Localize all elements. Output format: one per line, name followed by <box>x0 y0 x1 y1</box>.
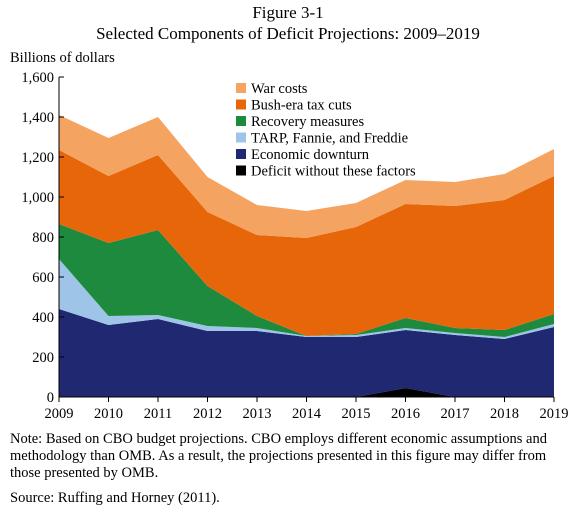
axes-group: 0 200 400 600 800 1,000 1,200 1,400 1,600 2009 201… <box>21 70 568 422</box>
figure-title: Selected Components of Deficit Projectio… <box>96 24 480 43</box>
area-war-costs <box>59 115 554 238</box>
y-tick-label: 200 <box>32 350 54 366</box>
legend-label-deficit-without-these-factors: Deficit without these factors <box>251 164 416 180</box>
x-tick-label: 2017 <box>441 406 470 422</box>
y-tick-label: 1,000 <box>21 190 54 206</box>
x-tick-label: 2012 <box>193 406 222 422</box>
figure-number: Figure 3-1 <box>252 3 324 22</box>
x-tick-label: 2013 <box>243 406 272 422</box>
figure-note: Note: Based on CBO budget projections. C… <box>10 431 547 481</box>
legend-label-bush-era-tax-cuts: Bush-era tax cuts <box>251 98 352 114</box>
y-tick-label: 1,400 <box>21 110 54 126</box>
x-tick-label: 2009 <box>45 406 74 422</box>
legend-label-tarp-fannie-and-freddie: TARP, Fannie, and Freddie <box>251 131 408 147</box>
y-tick-label: 0 <box>47 390 54 406</box>
legend-swatch-economic-downturn <box>236 149 246 159</box>
legend-swatch-war-costs <box>236 83 246 93</box>
legend-swatch-deficit-without-these-factors <box>236 165 246 176</box>
x-tick-label: 2014 <box>292 406 322 422</box>
area-bush-era-tax-cuts <box>59 150 554 336</box>
y-tick-label: 1,600 <box>21 70 54 86</box>
legend-swatch-bush-era-tax-cuts <box>236 99 246 110</box>
y-tick-label: 400 <box>32 310 54 326</box>
x-tick-label: 2016 <box>391 406 420 422</box>
x-tick-label: 2010 <box>94 406 123 422</box>
y-tick-label: 1,200 <box>21 150 54 166</box>
area-recovery-measures <box>59 224 554 337</box>
legend-swatch-tarp-fannie-and-freddie <box>236 132 246 143</box>
legend-label-recovery-measures: Recovery measures <box>251 114 364 130</box>
y-tick-label: 600 <box>32 270 54 286</box>
area-economic-downturn <box>59 309 554 397</box>
legend-label-economic-downturn: Economic downturn <box>251 147 370 163</box>
y-tick-label: 800 <box>32 230 54 246</box>
stacked-area-chart: Billions of dollars 0 200 400 600 800 1,000 1,… <box>10 50 569 422</box>
x-tick-label: 2018 <box>490 406 519 422</box>
legend-swatch-recovery-measures <box>236 116 246 126</box>
area-series-group <box>59 115 554 397</box>
y-axis-title: Billions of dollars <box>10 50 115 66</box>
legend-label-war-costs: War costs <box>251 81 308 97</box>
x-tick-label: 2019 <box>540 406 569 422</box>
area-deficit-without-these-factors <box>59 388 554 397</box>
figure-source: Source: Ruffing and Horney (2011). <box>10 490 220 506</box>
x-tick-label: 2015 <box>342 406 371 422</box>
x-tick-label: 2011 <box>144 406 172 422</box>
